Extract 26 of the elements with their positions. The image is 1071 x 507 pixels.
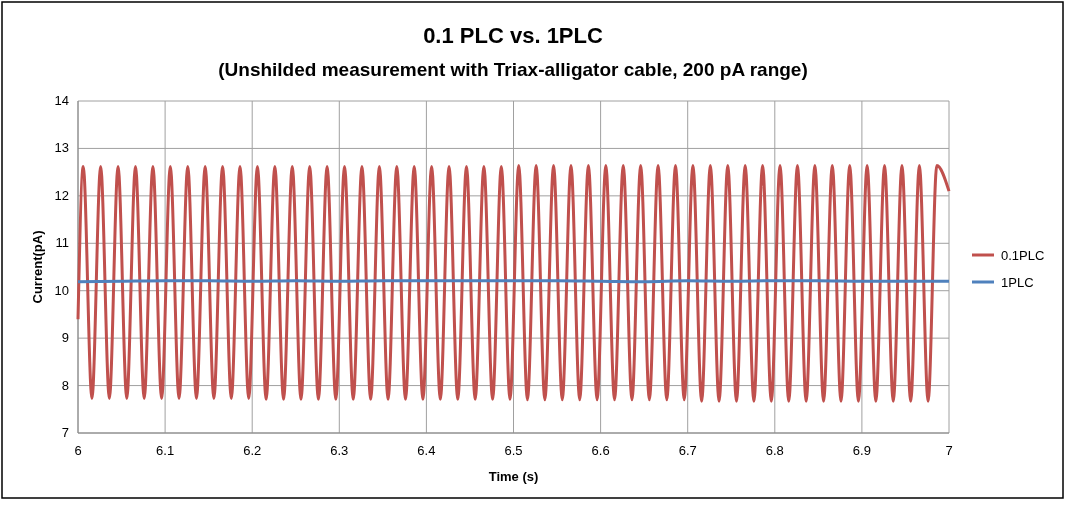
y-tick-label: 11 (55, 235, 69, 251)
y-tick-label: 12 (54, 187, 69, 203)
x-tick-label: 6.2 (243, 443, 262, 458)
legend-label: 0.1PLC (1001, 248, 1045, 263)
chart-subtitle: (Unshilded measurement with Triax-alligator cable, 200 pA range) (218, 59, 808, 80)
x-tick-label: 6.9 (852, 443, 871, 458)
chart-title: 0.1 PLC vs. 1PLC (423, 23, 603, 48)
x-tick-label: 6.8 (765, 443, 784, 458)
y-axis-title: Current(pA) (30, 230, 45, 304)
x-tick-label: 6.5 (504, 443, 523, 458)
x-tick-label: 6.7 (678, 443, 697, 458)
y-tick-label: 9 (61, 330, 69, 346)
x-tick-label: 7 (945, 443, 953, 458)
x-tick-label: 6 (74, 443, 82, 458)
y-tick-label: 7 (61, 425, 69, 440)
x-tick-label: 6.6 (591, 443, 610, 458)
y-tick-label: 14 (54, 93, 69, 108)
legend-label: 1PLC (1001, 275, 1034, 290)
x-axis-title: Time (s) (488, 469, 539, 484)
x-tick-label: 6.1 (156, 443, 175, 458)
y-tick-label: 8 (61, 377, 69, 393)
y-tick-label: 13 (54, 140, 69, 156)
y-tick-label: 10 (54, 282, 69, 298)
line-series (76, 164, 951, 403)
x-tick-label: 6.3 (330, 443, 349, 458)
x-tick-label: 6.4 (417, 443, 436, 458)
